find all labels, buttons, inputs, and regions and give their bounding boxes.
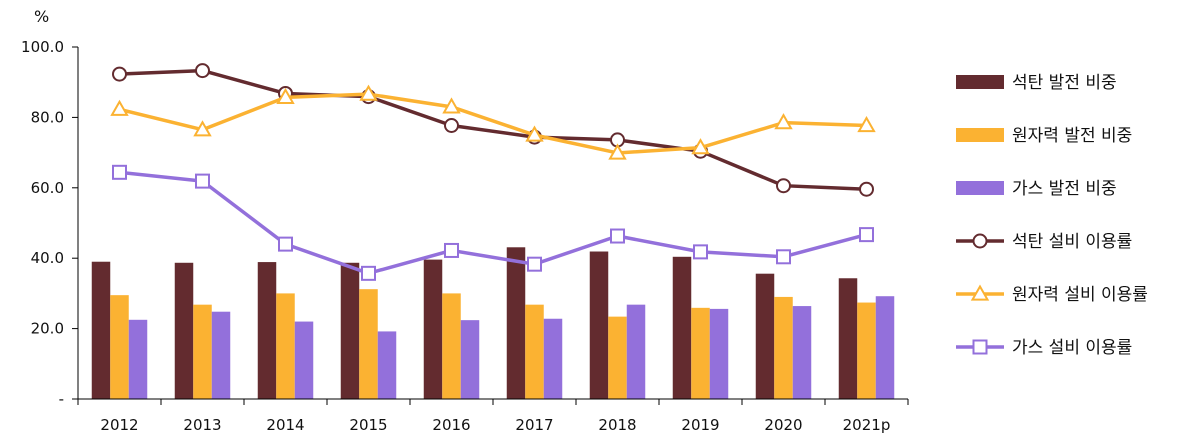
data-point-square <box>972 339 988 355</box>
bar <box>423 259 443 399</box>
bar-series-group <box>91 247 895 399</box>
x-tick-label: 2013 <box>183 416 221 434</box>
bar <box>340 262 360 399</box>
legend-swatch <box>956 75 1004 89</box>
x-tick-label: 2019 <box>681 416 719 434</box>
data-point-triangle <box>442 97 461 114</box>
x-tick-label: 2015 <box>349 416 387 434</box>
legend-swatch <box>956 181 1004 195</box>
bar <box>875 296 895 399</box>
data-point-triangle <box>110 99 129 116</box>
bar <box>276 293 295 399</box>
bar <box>543 318 563 399</box>
series-line <box>119 92 867 155</box>
data-point-square <box>112 164 127 180</box>
bar <box>128 319 148 399</box>
y-tick-label: 40.0 <box>31 249 64 267</box>
y-tick-label: 20.0 <box>31 320 64 338</box>
data-point-circle <box>195 63 210 79</box>
y-tick-label: 60.0 <box>31 179 64 197</box>
data-point-triangle <box>970 284 990 301</box>
legend-label: 석탄 설비 이용률 <box>1012 232 1132 252</box>
data-point-square <box>693 244 708 260</box>
data-point-circle <box>112 66 127 82</box>
x-tick-label: 2014 <box>266 416 304 434</box>
data-point-circle <box>859 181 874 197</box>
data-point-triangle <box>857 115 876 133</box>
bar <box>460 320 480 399</box>
bar <box>691 307 710 399</box>
bar <box>525 304 544 399</box>
bar <box>359 289 378 399</box>
bar <box>257 262 277 399</box>
data-point-square <box>527 256 542 272</box>
x-tick-label: 2021p <box>843 416 891 434</box>
bar <box>626 304 646 399</box>
data-point-triangle <box>276 87 295 104</box>
data-point-triangle <box>691 138 710 155</box>
bar <box>442 293 461 399</box>
x-tick-label: 2018 <box>598 416 636 434</box>
bar <box>857 302 876 399</box>
data-point-square <box>278 236 293 252</box>
bar <box>755 273 775 399</box>
bar <box>91 261 111 399</box>
bar <box>608 316 627 399</box>
legend-label: 원자력 설비 이용률 <box>1012 285 1148 305</box>
y-tick-label: - <box>59 390 64 408</box>
x-axis-ticks: 2012 2013 2014 2015 2016 2017 2018 2019 2020 2021… <box>77 399 909 434</box>
bar <box>506 247 526 399</box>
legend-swatch <box>956 128 1004 142</box>
bar <box>110 295 129 399</box>
legend-label: 가스 발전 비중 <box>1012 179 1117 199</box>
data-point-triangle <box>608 143 627 160</box>
data-point-square <box>776 249 791 265</box>
x-tick-label: 2012 <box>100 416 138 434</box>
bar <box>672 256 692 399</box>
data-point-triangle <box>193 120 212 137</box>
bar <box>709 308 729 399</box>
data-point-square <box>444 242 459 258</box>
bar <box>838 278 858 399</box>
y-tick-label: 80.0 <box>31 108 64 126</box>
data-point-triangle <box>774 113 793 130</box>
x-tick-label: 2016 <box>432 416 470 434</box>
bar <box>174 262 194 399</box>
bar <box>211 311 231 399</box>
data-point-square <box>361 265 376 281</box>
bar <box>193 304 212 399</box>
data-point-circle <box>776 178 791 194</box>
data-point-circle <box>972 233 988 249</box>
data-point-triangle <box>359 84 378 101</box>
x-tick-label: 2017 <box>515 416 553 434</box>
unit-label: % <box>34 7 49 26</box>
legend-label: 석탄 발전 비중 <box>1012 73 1117 93</box>
data-point-triangle <box>525 125 544 142</box>
legend-label: 원자력 발전 비중 <box>1012 126 1132 146</box>
legend-label: 가스 설비 이용률 <box>1012 338 1132 358</box>
y-axis-ticks: - 20.0 40.0 60.0 80.0 100.0 <box>21 38 78 408</box>
line-series-group <box>110 63 876 281</box>
bar <box>589 251 609 399</box>
y-tick-label: 100.0 <box>21 38 64 56</box>
bar <box>792 306 812 399</box>
bar <box>377 331 397 399</box>
data-point-square <box>195 173 210 189</box>
bar <box>294 321 314 399</box>
series-line <box>119 68 867 191</box>
x-tick-label: 2020 <box>764 416 802 434</box>
data-point-square <box>859 227 874 243</box>
data-point-square <box>610 228 625 244</box>
bar <box>774 296 793 399</box>
series-line <box>119 170 867 276</box>
data-point-circle <box>444 117 459 133</box>
